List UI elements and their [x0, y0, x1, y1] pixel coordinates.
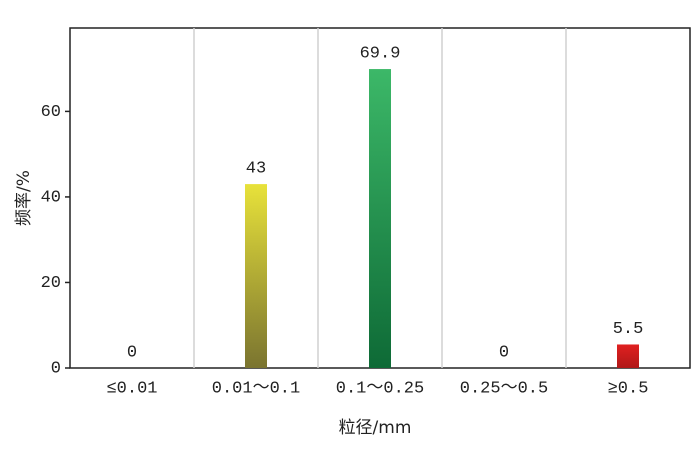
value-label: 0 — [499, 343, 509, 362]
y-axis-label: 频率/% — [14, 170, 34, 226]
bar — [245, 184, 267, 368]
x-tick-label: 0.1～0.25 — [336, 379, 424, 398]
value-label: 5.5 — [613, 320, 644, 339]
y-tick-label: 60 — [41, 103, 61, 122]
y-tick-label: 0 — [51, 359, 61, 378]
value-label: 43 — [246, 160, 266, 179]
bar — [617, 344, 639, 368]
y-tick-label: 40 — [41, 188, 61, 207]
value-label: 69.9 — [360, 45, 401, 64]
bar — [369, 69, 391, 368]
x-tick-label: 0.01～0.1 — [212, 379, 300, 398]
x-tick-label: 0.25～0.5 — [460, 379, 548, 398]
x-tick-label: ≤0.01 — [106, 379, 157, 398]
value-label: 0 — [127, 343, 137, 362]
x-tick-label: ≥0.5 — [608, 379, 649, 398]
x-axis-label: 粒径/mm — [339, 418, 412, 438]
y-tick-label: 20 — [41, 274, 61, 293]
